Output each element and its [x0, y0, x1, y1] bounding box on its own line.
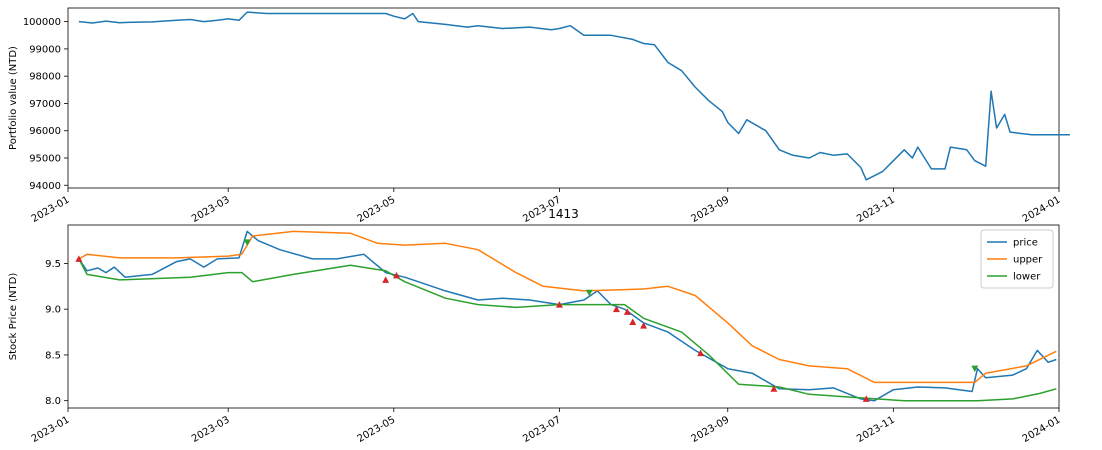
- x-tick-label: 2023-03: [190, 195, 232, 225]
- x-tick-label: 2023-11: [855, 415, 897, 445]
- x-tick-label: 2023-03: [190, 415, 232, 445]
- series-line-portfolio: [78, 11, 1070, 181]
- y-tick-label: 9.5: [45, 259, 61, 270]
- y-axis: 94000 95000 96000 97000 98000 99000 100000: [23, 17, 68, 192]
- legend-label: lower: [1013, 272, 1041, 283]
- x-tick-label: 2023-07: [521, 415, 563, 445]
- y-axis-label: Portfolio value (NTD): [8, 46, 19, 150]
- y-tick-label: 94000: [29, 181, 61, 192]
- buy-marker: [862, 395, 870, 402]
- x-tick-label: 2023-11: [855, 195, 897, 225]
- series-line-lower: [78, 258, 1057, 402]
- y-tick-label: 9.0: [45, 305, 61, 316]
- series-layer: [78, 230, 1057, 402]
- legend-label: upper: [1013, 255, 1043, 266]
- x-axis: 2023-01 2023-03 2023-05 2023-07 2023-09 2023-…: [30, 408, 1063, 445]
- x-tick-label: 2023-05: [356, 195, 398, 225]
- buy-marker: [623, 308, 631, 315]
- buy-marker: [555, 301, 563, 308]
- stock-price-chart: 1413 2023-01 2023-03 2023-05 2023-07 2023-09…: [8, 207, 1063, 445]
- x-tick-label: 2023-09: [690, 195, 732, 225]
- plot-area: [67, 224, 1060, 409]
- buy-marker: [640, 322, 648, 329]
- x-tick-label: 2023-09: [690, 415, 732, 445]
- y-tick-label: 99000: [29, 44, 61, 55]
- y-axis-label: Stock Price (NTD): [8, 273, 19, 361]
- y-tick-label: 98000: [29, 72, 61, 83]
- marker-layer: [75, 239, 979, 402]
- x-tick-label: 2023-01: [30, 195, 72, 225]
- sell-marker: [971, 365, 979, 373]
- portfolio-chart: 2023-01 2023-03 2023-05 2023-07 2023-09 2023-…: [8, 7, 1070, 225]
- legend: price upper lower: [980, 229, 1054, 289]
- series-line-upper: [78, 230, 1057, 384]
- buy-marker: [770, 385, 778, 392]
- buy-marker: [382, 276, 390, 283]
- x-tick-label: 2024-01: [1021, 415, 1063, 445]
- buy-marker: [612, 305, 620, 313]
- x-axis: 2023-01 2023-03 2023-05 2023-07 2023-09 2023-…: [30, 188, 1063, 225]
- y-tick-label: 8.5: [45, 350, 61, 361]
- legend-box: [980, 229, 1054, 289]
- x-tick-label: 2023-01: [30, 415, 72, 445]
- y-tick-label: 100000: [23, 17, 61, 28]
- series-layer: [78, 11, 1070, 181]
- y-axis: 8.0 8.5 9.0 9.5: [45, 259, 68, 407]
- y-tick-label: 97000: [29, 99, 61, 110]
- y-tick-label: 8.0: [45, 396, 61, 407]
- buy-marker: [697, 349, 705, 357]
- sell-marker: [243, 239, 251, 246]
- x-tick-label: 2023-05: [356, 415, 398, 445]
- plot-area: [67, 7, 1060, 189]
- y-tick-label: 95000: [29, 154, 61, 165]
- x-tick-label: 2024-01: [1021, 195, 1063, 225]
- y-tick-label: 96000: [29, 126, 61, 137]
- sell-marker: [585, 289, 593, 297]
- buy-marker: [629, 318, 637, 325]
- buy-marker: [75, 255, 83, 262]
- chart-title: 1413: [548, 207, 579, 221]
- buy-marker: [393, 271, 401, 279]
- legend-label: price: [1013, 238, 1038, 249]
